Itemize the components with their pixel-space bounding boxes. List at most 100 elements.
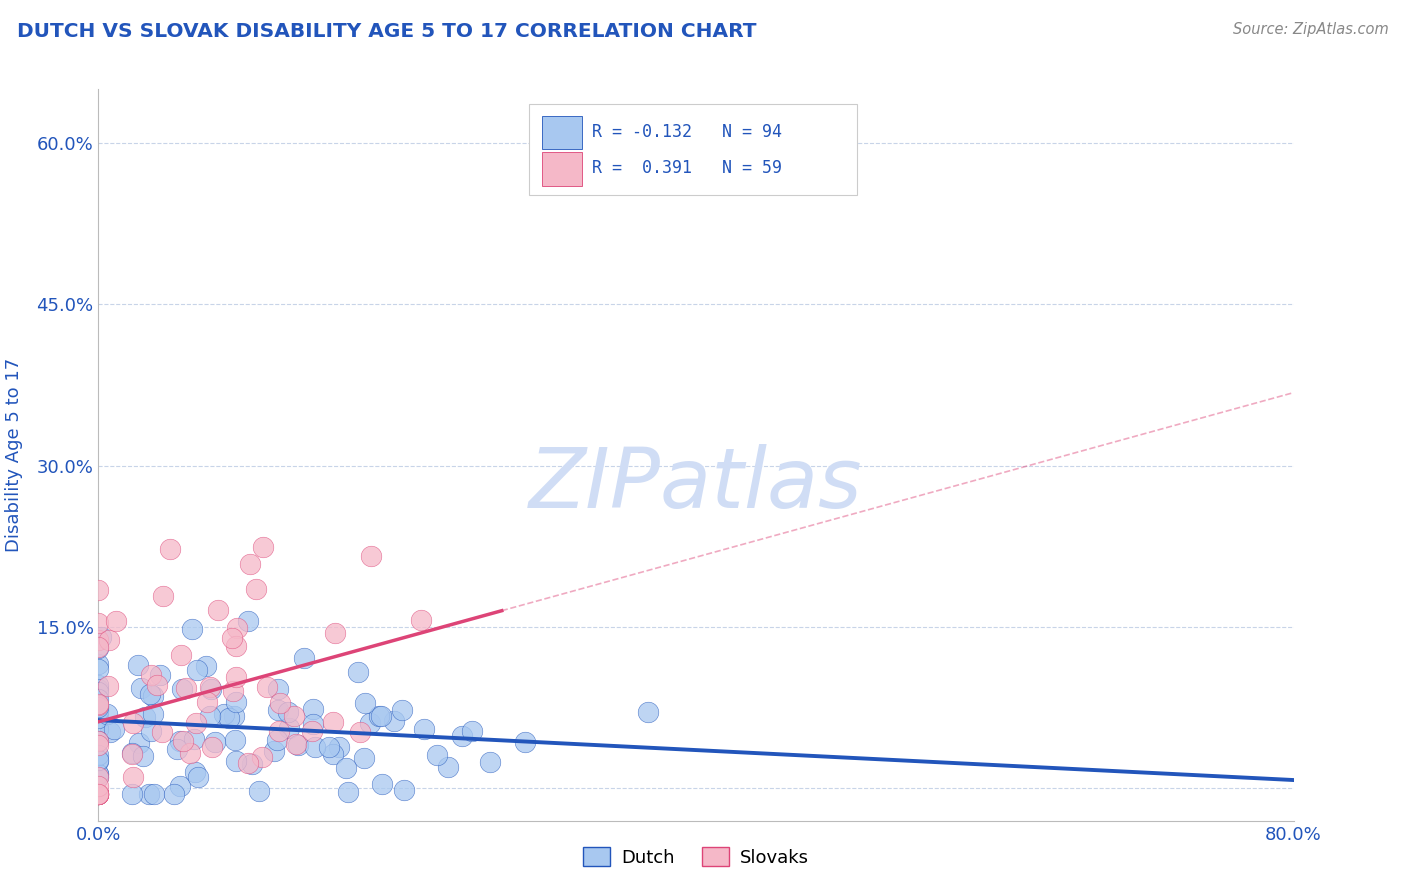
Point — [394, 783, 416, 797]
Point — [224, 709, 246, 723]
Point — [238, 614, 260, 628]
Point — [87, 753, 110, 767]
Point — [335, 760, 357, 774]
Point — [318, 739, 340, 754]
Point — [87, 697, 110, 711]
Point — [121, 747, 143, 761]
Point — [134, 710, 156, 724]
Point — [87, 766, 110, 780]
Point — [132, 749, 155, 764]
Point — [204, 735, 226, 749]
Point — [302, 701, 325, 715]
Point — [218, 711, 240, 725]
Text: Source: ZipAtlas.com: Source: ZipAtlas.com — [1233, 22, 1389, 37]
Point — [195, 695, 218, 709]
Point — [461, 724, 484, 739]
Text: ZIPatlas: ZIPatlas — [529, 443, 863, 524]
Point — [239, 557, 262, 571]
Point — [637, 705, 659, 719]
Point — [87, 738, 110, 752]
Point — [359, 715, 381, 730]
Legend: Dutch, Slovaks: Dutch, Slovaks — [576, 840, 815, 874]
Point — [247, 783, 270, 797]
Point — [90, 630, 112, 644]
Point — [360, 549, 382, 564]
Point — [201, 740, 224, 755]
Point — [87, 685, 110, 699]
Point — [256, 681, 278, 695]
Point — [292, 651, 315, 665]
Point — [122, 715, 145, 730]
Point — [225, 639, 247, 653]
Point — [87, 767, 110, 781]
Point — [166, 742, 188, 756]
Point — [436, 760, 458, 774]
Point — [479, 756, 502, 770]
Point — [159, 542, 181, 557]
Point — [172, 734, 194, 748]
Point — [225, 621, 247, 635]
Point — [346, 665, 368, 679]
Point — [301, 723, 323, 738]
Point — [240, 756, 263, 771]
Point — [87, 787, 110, 801]
Point — [87, 678, 110, 692]
Point — [145, 678, 167, 692]
Point — [302, 717, 325, 731]
Point — [87, 699, 110, 714]
Point — [122, 770, 145, 784]
Point — [87, 615, 110, 630]
Point — [87, 779, 110, 793]
Point — [87, 657, 110, 671]
Point — [97, 679, 120, 693]
Point — [222, 684, 245, 698]
Point — [139, 687, 162, 701]
Point — [225, 670, 247, 684]
Point — [176, 681, 198, 695]
Point — [269, 696, 291, 710]
Y-axis label: Disability Age 5 to 17: Disability Age 5 to 17 — [4, 358, 22, 552]
Point — [283, 709, 305, 723]
Point — [142, 689, 165, 703]
FancyBboxPatch shape — [529, 103, 858, 195]
Point — [224, 733, 246, 747]
Point — [285, 737, 308, 751]
Point — [353, 751, 375, 765]
Point — [138, 787, 160, 801]
Text: R = -0.132   N = 94: R = -0.132 N = 94 — [592, 122, 782, 141]
Point — [87, 787, 110, 801]
Point — [87, 787, 110, 801]
Point — [87, 704, 110, 718]
Point — [87, 640, 110, 654]
Point — [266, 732, 288, 747]
Point — [214, 706, 236, 721]
Point — [200, 682, 222, 697]
Point — [370, 709, 392, 723]
Point — [87, 703, 110, 717]
Point — [105, 614, 128, 628]
Point — [87, 787, 110, 801]
Point — [183, 731, 205, 746]
Point — [391, 703, 413, 717]
Point — [179, 746, 201, 760]
Point — [139, 723, 162, 738]
Point — [142, 706, 165, 721]
Point — [87, 723, 110, 737]
Point — [98, 724, 121, 739]
Point — [207, 603, 229, 617]
Point — [121, 746, 143, 760]
Point — [152, 589, 174, 603]
Point — [263, 744, 285, 758]
Point — [87, 754, 110, 768]
Point — [87, 787, 110, 801]
Point — [194, 659, 217, 673]
Point — [336, 785, 359, 799]
Point — [187, 770, 209, 784]
Point — [269, 723, 291, 738]
Point — [169, 780, 191, 794]
Point — [87, 691, 110, 706]
Point — [96, 707, 118, 722]
Point — [87, 681, 110, 696]
Point — [266, 682, 288, 697]
Point — [221, 632, 243, 646]
